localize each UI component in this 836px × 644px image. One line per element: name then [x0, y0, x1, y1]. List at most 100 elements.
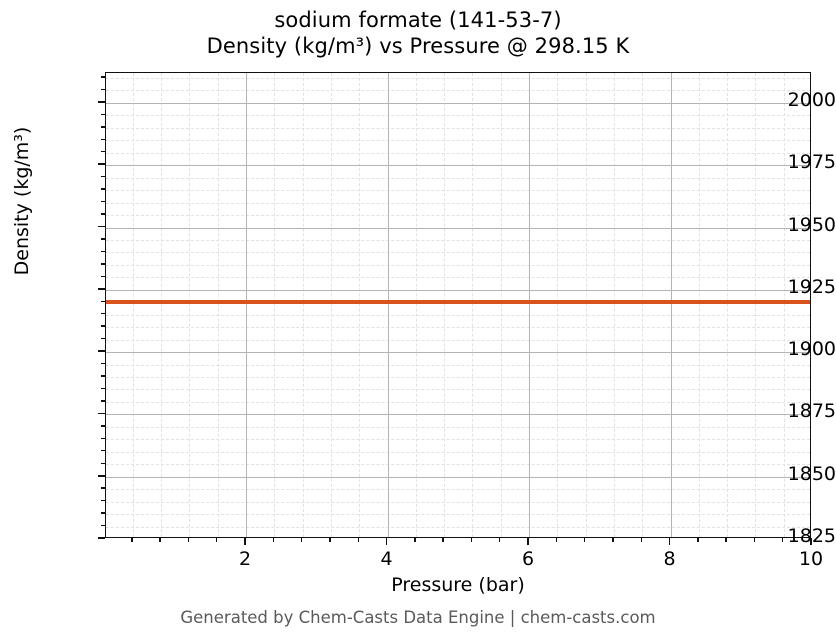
y-tick-minor — [101, 200, 105, 203]
x-tick-major — [810, 538, 812, 545]
grid-minor-horizontal — [106, 140, 810, 142]
y-tick-minor — [101, 325, 105, 327]
x-tick-minor — [612, 538, 614, 542]
grid-minor-horizontal — [106, 364, 810, 366]
y-tick-minor — [101, 425, 105, 427]
grid-major-vertical — [246, 73, 248, 537]
grid-minor-vertical — [698, 73, 700, 537]
grid-minor-vertical — [500, 73, 502, 537]
y-tick-minor — [101, 300, 105, 302]
x-tick-minor — [187, 538, 190, 542]
grid-minor-vertical — [444, 73, 446, 537]
x-tick-minor — [442, 538, 444, 542]
y-tick-minor — [101, 313, 105, 315]
grid-major-horizontal — [106, 289, 810, 291]
x-tick-minor — [414, 538, 416, 542]
x-tick-minor — [272, 538, 275, 542]
y-tick-minor — [101, 76, 105, 78]
y-tick-major — [98, 287, 105, 290]
y-tick-minor — [101, 487, 105, 489]
grid-minor-horizontal — [106, 215, 810, 217]
y-tick-label: 1925 — [787, 275, 836, 298]
grid-minor-horizontal — [106, 190, 810, 192]
data-series-line-1 — [106, 300, 810, 305]
footer-credit: Generated by Chem-Casts Data Engine | ch… — [180, 608, 656, 627]
y-tick-label: 1850 — [787, 462, 836, 485]
grid-minor-horizontal — [106, 439, 810, 441]
grid-minor-vertical — [415, 73, 417, 537]
x-tick-minor — [300, 538, 303, 542]
grid-minor-horizontal — [106, 252, 810, 254]
x-tick-minor — [782, 538, 784, 542]
x-axis-label: Pressure (bar) — [391, 574, 525, 596]
y-tick-minor — [101, 462, 105, 464]
y-tick-major — [98, 225, 105, 228]
x-tick-minor — [753, 538, 756, 542]
x-tick-major — [385, 538, 388, 545]
x-tick-minor — [131, 538, 133, 542]
grid-minor-horizontal — [106, 426, 810, 428]
y-tick-minor — [101, 113, 105, 116]
y-tick-minor — [101, 188, 105, 190]
grid-minor-horizontal — [106, 401, 810, 403]
x-tick-minor — [555, 538, 558, 542]
x-tick-minor — [357, 538, 359, 542]
grid-minor-horizontal — [106, 464, 810, 466]
x-tick-minor — [470, 538, 473, 542]
grid-minor-horizontal — [106, 314, 810, 316]
x-tick-minor — [697, 538, 699, 542]
x-tick-minor — [499, 538, 501, 542]
y-tick-label: 1825 — [787, 525, 836, 547]
chart-title-block: sodium formate (141-53-7) Density (kg/m³… — [0, 8, 836, 59]
x-tick-minor — [583, 538, 586, 542]
chart-title-line-2: Density (kg/m³) vs Pressure @ 298.15 K — [206, 33, 630, 58]
y-tick-label: 1975 — [787, 151, 836, 174]
grid-minor-vertical — [755, 73, 757, 537]
grid-minor-vertical — [217, 73, 219, 537]
grid-minor-vertical — [330, 73, 332, 537]
x-tick-minor — [216, 538, 218, 542]
grid-minor-horizontal — [106, 90, 810, 92]
y-tick-minor — [101, 387, 105, 390]
y-tick-major — [98, 537, 105, 539]
grid-minor-vertical — [359, 73, 361, 537]
y-tick-label: 2000 — [787, 88, 836, 111]
grid-minor-vertical — [189, 73, 191, 537]
y-tick-major — [98, 350, 105, 352]
y-tick-major — [98, 412, 105, 415]
grid-major-horizontal — [106, 414, 810, 416]
y-tick-minor — [101, 512, 105, 514]
grid-major-horizontal — [106, 476, 810, 478]
y-axis-label: Density (kg/m³) — [11, 126, 33, 276]
grid-minor-horizontal — [106, 202, 810, 204]
grid-minor-vertical — [161, 73, 163, 537]
x-tick-label: 4 — [380, 548, 393, 570]
y-tick-minor — [101, 437, 105, 439]
y-tick-label: 1900 — [787, 338, 836, 361]
grid-minor-vertical — [557, 73, 559, 537]
y-tick-minor — [101, 400, 105, 402]
x-tick-label: 8 — [663, 548, 676, 570]
grid-minor-horizontal — [106, 501, 810, 503]
y-tick-minor — [101, 499, 105, 502]
y-tick-minor — [101, 375, 105, 377]
chart-title-line-1: sodium formate (141-53-7) — [274, 8, 562, 32]
grid-major-horizontal — [106, 227, 810, 229]
grid-minor-vertical — [302, 73, 304, 537]
x-tick-minor — [329, 538, 331, 542]
y-tick-minor — [101, 151, 105, 153]
x-tick-minor — [640, 538, 642, 542]
grid-minor-horizontal — [106, 327, 810, 329]
y-tick-major — [98, 163, 105, 166]
y-tick-major — [98, 101, 105, 103]
grid-minor-horizontal — [106, 526, 810, 528]
grid-minor-horizontal — [106, 152, 810, 154]
x-tick-major — [668, 538, 671, 545]
y-tick-label: 1875 — [787, 400, 836, 423]
y-tick-minor — [101, 524, 105, 527]
y-tick-minor — [101, 126, 105, 128]
y-tick-major — [98, 474, 105, 477]
grid-minor-vertical — [472, 73, 474, 537]
x-tick-minor — [725, 538, 727, 542]
grid-major-horizontal — [106, 165, 810, 167]
